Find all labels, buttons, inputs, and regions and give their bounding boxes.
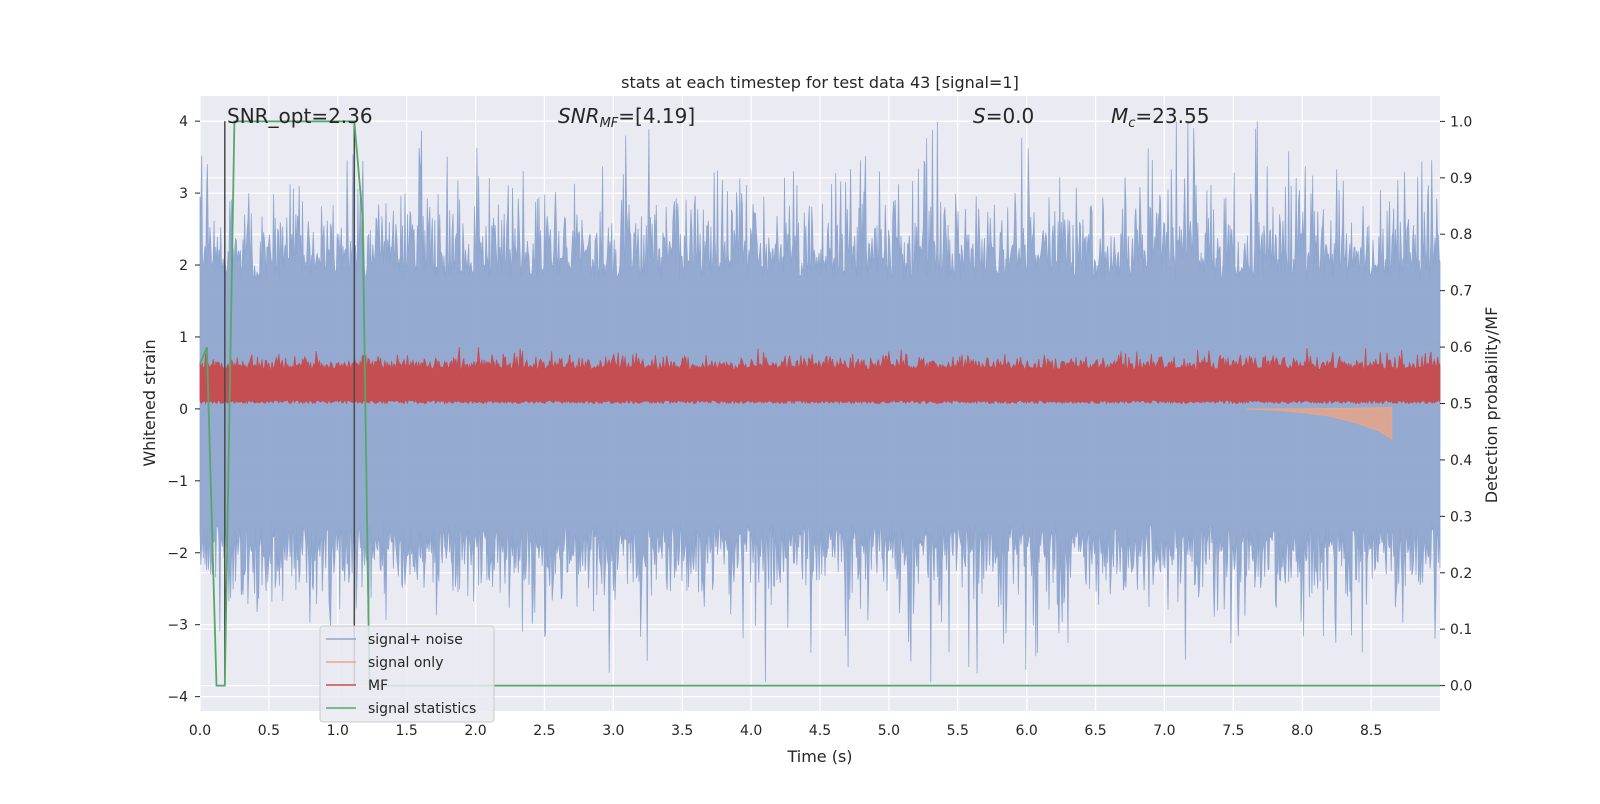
legend-label-signal-noise: signal+ noise: [368, 632, 463, 648]
series-mf: [199, 347, 1441, 405]
x-tick-label: 1.0: [327, 723, 349, 739]
x-tick-label: 0.0: [189, 723, 211, 739]
y-tick-label-right: 0.7: [1450, 284, 1472, 300]
annotation-snr-mf-sub: MF: [600, 116, 619, 131]
y-axis-label-left: Whitened strain: [140, 339, 159, 466]
x-tick-label: 4.0: [740, 723, 762, 739]
x-tick-label: 2.0: [464, 723, 486, 739]
x-tick-label: 3.0: [602, 723, 624, 739]
y-tick-label-left: 4: [179, 114, 188, 130]
legend-box: [319, 625, 495, 723]
x-tick-labels: 0.0 0.5 1.0 1.5 2.0 2.5 3.0 3.5 4.0 4.5 5.0 5.5 6.0 6…: [189, 723, 1382, 739]
x-tick-label: 4.5: [809, 723, 831, 739]
x-tick-label: 5.0: [878, 723, 900, 739]
y-tick-label-right: 0.9: [1450, 171, 1472, 187]
y-tick-label-right: 0.1: [1450, 622, 1472, 638]
y-tick-labels-left: 4 3 2 1 0 −1 −2 −3 −4: [167, 114, 200, 706]
vertical-lines: [224, 121, 356, 686]
annotation-mc-value: =23.55: [1135, 104, 1209, 128]
x-tick-label: 3.5: [671, 723, 693, 739]
y-tick-label-left: −4: [167, 690, 188, 706]
x-tick-label: 1.5: [396, 723, 418, 739]
x-tick-label: 7.0: [1153, 723, 1175, 739]
x-tick-label: 8.0: [1291, 723, 1313, 739]
legend: signal+ noise signal only MF signal stat…: [319, 625, 495, 723]
y-tick-label-left: −2: [167, 546, 188, 562]
y-tick-label-left: −1: [167, 474, 188, 490]
y-tick-label-left: 1: [179, 330, 188, 346]
x-tick-label: 5.5: [947, 723, 969, 739]
y-tick-label-right: 0.8: [1450, 227, 1472, 243]
x-tick-label: 6.0: [1016, 723, 1038, 739]
annotation-mc: Mc=23.55: [1111, 104, 1209, 131]
x-axis-label: Time (s): [786, 747, 852, 766]
x-tick-label: 0.5: [258, 723, 280, 739]
annotation-s: S=0.0: [973, 104, 1034, 128]
y-tick-label-right: 0.3: [1450, 509, 1472, 525]
annotation-snr-mf: SNRMF=[4.19]: [558, 104, 695, 131]
y-tick-label-left: 0: [179, 402, 188, 418]
legend-label-signal-only: signal only: [368, 655, 443, 671]
y-tick-label-left: −3: [167, 618, 188, 634]
x-tick-label: 2.5: [533, 723, 555, 739]
chart-title: stats at each timestep for test data 43 …: [621, 73, 1019, 92]
annotation-snr-mf-value: =[4.19]: [618, 104, 695, 128]
annotation-mc-sub: c: [1128, 116, 1135, 131]
x-tick-label: 7.5: [1222, 723, 1244, 739]
signal-only-line: [1247, 406, 1393, 441]
y-tick-label-right: 0.5: [1450, 397, 1472, 413]
y-tick-label-right: 0.0: [1450, 679, 1472, 695]
series-signal-only: [1247, 406, 1393, 441]
y-axis-label-right: Detection probability/MF: [1482, 307, 1501, 504]
x-tick-label: 6.5: [1084, 723, 1106, 739]
y-tick-label-left: 2: [179, 258, 188, 274]
y-tick-label-left: 3: [179, 186, 188, 202]
annotation-mc-main: M: [1111, 104, 1128, 128]
annotation-s-value: =0.0: [986, 104, 1035, 128]
y-tick-label-right: 1.0: [1450, 114, 1472, 130]
y-tick-labels-right: 1.0 0.9 0.8 0.7 0.6 0.5 0.4 0.3 0.2 0.1 0.0: [1440, 114, 1472, 695]
y-tick-label-right: 0.4: [1450, 453, 1472, 469]
legend-label-signal-statistics: signal statistics: [368, 701, 476, 717]
mf-band: [199, 347, 1441, 405]
y-tick-label-right: 0.2: [1450, 566, 1472, 582]
annotation-snr-opt: SNR_opt=2.36: [227, 104, 373, 128]
annotation-snr-mf-main: SNR: [558, 104, 600, 128]
annotation-s-main: S: [973, 104, 986, 128]
x-tick-label: 8.5: [1360, 723, 1382, 739]
y-tick-label-right: 0.6: [1450, 340, 1472, 356]
legend-label-mf: MF: [368, 678, 388, 694]
